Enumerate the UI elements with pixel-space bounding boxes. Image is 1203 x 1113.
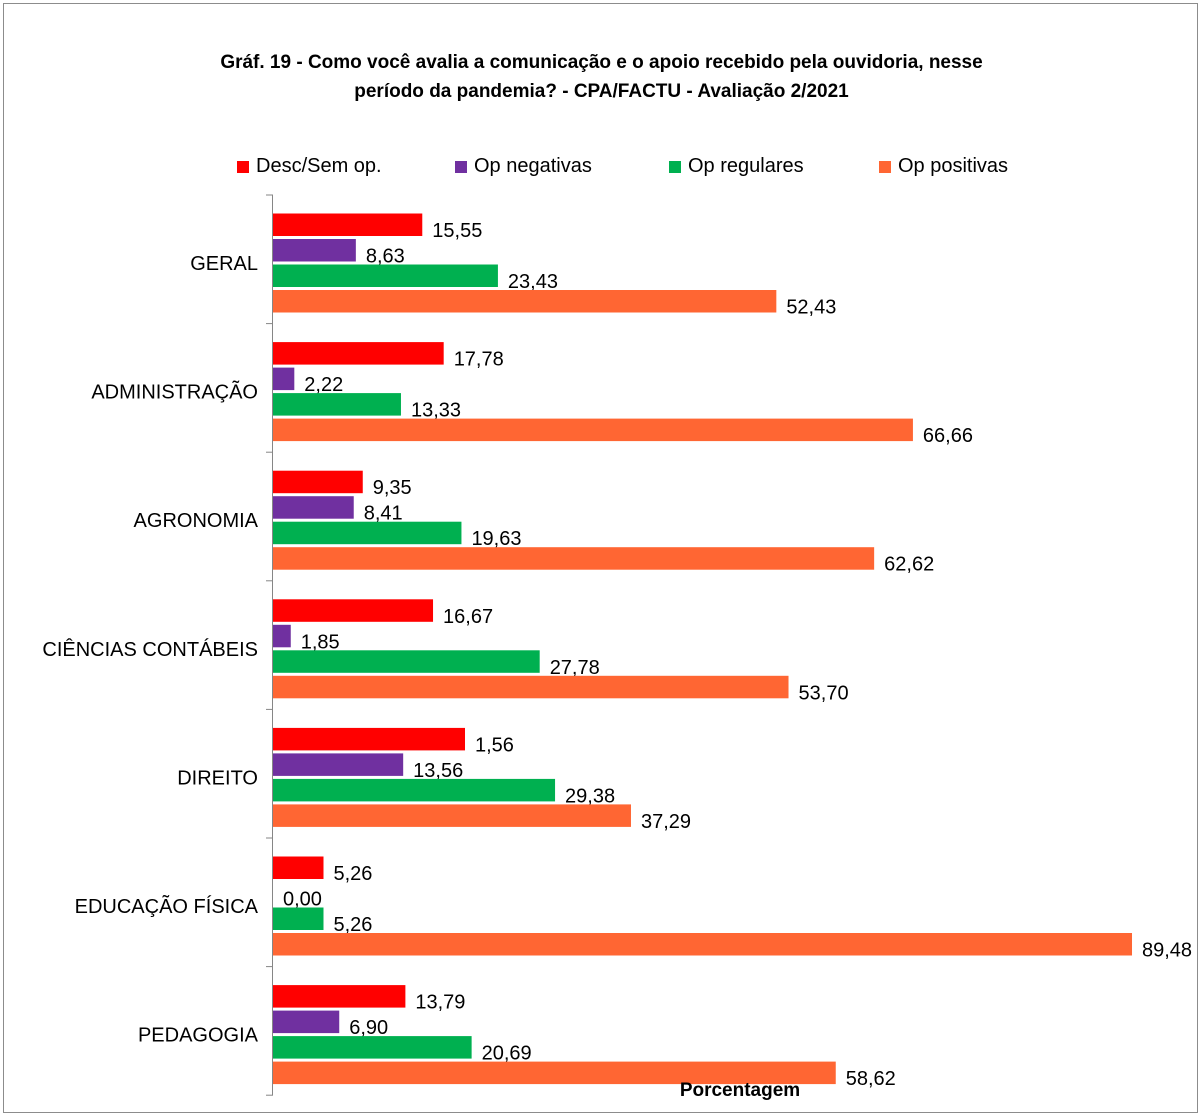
category-label: DIREITO bbox=[177, 767, 258, 789]
data-label: 37,29 bbox=[641, 811, 691, 833]
bar bbox=[273, 521, 462, 545]
bar bbox=[273, 264, 498, 287]
bar bbox=[273, 650, 540, 673]
data-label: 1,56 bbox=[475, 734, 514, 756]
bar bbox=[273, 342, 444, 365]
bar bbox=[273, 1010, 340, 1034]
bar bbox=[273, 599, 434, 622]
bar bbox=[273, 675, 789, 699]
bar bbox=[273, 213, 423, 236]
data-label: 2,22 bbox=[304, 374, 343, 396]
chart-title: Gráf. 19 - Como você avalia a comunicaçã… bbox=[0, 48, 1203, 106]
legend-item-desc-sem-op: Desc/Sem op. bbox=[237, 155, 382, 178]
data-label: 5,26 bbox=[333, 863, 372, 885]
legend-swatch bbox=[455, 160, 467, 173]
bar bbox=[273, 856, 324, 879]
legend-item-op-regulares: Op regulares bbox=[669, 155, 804, 178]
data-label: 1,85 bbox=[301, 631, 340, 653]
data-label: 13,56 bbox=[413, 760, 463, 782]
data-label: 29,38 bbox=[565, 785, 615, 807]
bar bbox=[273, 778, 556, 802]
data-label: 16,67 bbox=[443, 606, 493, 628]
data-label: 9,35 bbox=[373, 477, 412, 499]
category-label: AGRONOMIA bbox=[134, 510, 259, 532]
data-label: 52,43 bbox=[786, 297, 836, 319]
bar bbox=[273, 1061, 836, 1085]
legend-label: Op positivas bbox=[898, 155, 1009, 177]
x-axis-label: Porcentagem bbox=[679, 1080, 801, 1101]
chart-title-line-2: período da pandemia? - CPA/FACTU - Avali… bbox=[354, 81, 849, 102]
bar bbox=[273, 624, 291, 648]
bar bbox=[273, 239, 356, 262]
data-label: 20,69 bbox=[482, 1043, 532, 1065]
category-label: ADMINISTRAÇÃO bbox=[91, 380, 258, 404]
data-label: 89,48 bbox=[1142, 940, 1192, 962]
legend-item-op-positivas: Op positivas bbox=[879, 155, 1008, 178]
chart-title-line-1: Gráf. 19 - Como você avalia a comunicaçã… bbox=[220, 52, 983, 73]
data-label: 6,90 bbox=[349, 1017, 388, 1039]
legend-label: Op regulares bbox=[688, 155, 804, 177]
data-label: 8,41 bbox=[364, 503, 403, 525]
data-label: 53,70 bbox=[799, 682, 849, 704]
bar bbox=[273, 496, 354, 519]
legend-swatch bbox=[669, 160, 681, 173]
bar bbox=[273, 393, 401, 416]
legend-item-op-negativas: Op negativas bbox=[455, 155, 592, 178]
data-label: 58,62 bbox=[846, 1068, 896, 1090]
data-label: 17,78 bbox=[454, 349, 504, 371]
legend-swatch bbox=[237, 160, 249, 173]
legend-swatch bbox=[879, 160, 891, 173]
data-label: 15,55 bbox=[432, 220, 482, 242]
bar bbox=[273, 985, 406, 1008]
category-label: GERAL bbox=[190, 253, 258, 275]
bar bbox=[273, 804, 631, 827]
data-label: 8,63 bbox=[366, 246, 405, 268]
bar bbox=[273, 933, 1133, 956]
bar bbox=[273, 907, 324, 930]
bar bbox=[273, 753, 404, 776]
legend-label: Op negativas bbox=[474, 155, 592, 177]
bar bbox=[273, 1036, 472, 1059]
bar bbox=[273, 547, 875, 570]
data-label: 23,43 bbox=[508, 271, 558, 293]
category-label: EDUCAÇÃO FÍSICA bbox=[75, 894, 259, 918]
bar bbox=[273, 418, 913, 442]
chart-legend: Desc/Sem op. Op negativas Op regulares O… bbox=[0, 155, 1203, 181]
data-label: 19,63 bbox=[471, 528, 521, 550]
data-label: 5,26 bbox=[333, 914, 372, 936]
category-label: CIÊNCIAS CONTÁBEIS bbox=[42, 638, 258, 661]
bar bbox=[273, 727, 465, 751]
data-label: 0,00 bbox=[283, 889, 322, 911]
category-label: PEDAGOGIA bbox=[138, 1025, 259, 1047]
bar bbox=[273, 470, 363, 494]
legend-label: Desc/Sem op. bbox=[256, 155, 382, 177]
data-label: 27,78 bbox=[550, 657, 600, 679]
data-label: 13,33 bbox=[411, 400, 461, 422]
data-label: 66,66 bbox=[923, 425, 973, 447]
data-label: 13,79 bbox=[415, 992, 465, 1014]
bar bbox=[273, 367, 295, 391]
bar bbox=[273, 290, 777, 313]
data-label: 62,62 bbox=[884, 554, 934, 576]
